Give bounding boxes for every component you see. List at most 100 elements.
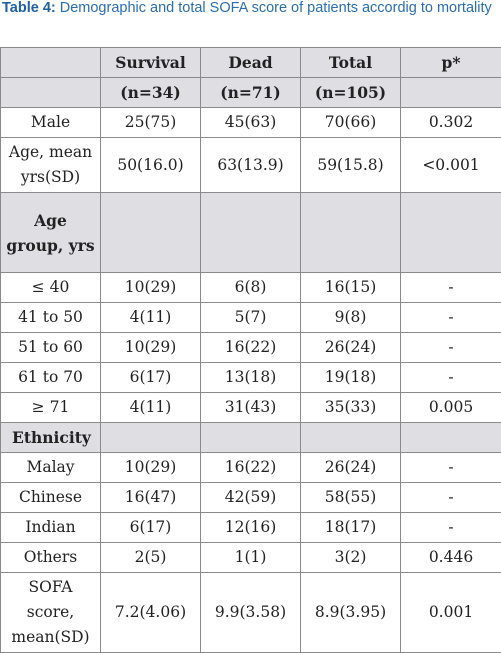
dead-cell: 45(63) <box>200 107 301 138</box>
p-cell: 0.005 <box>400 392 501 423</box>
header-n-survival: (n=34) <box>100 77 201 108</box>
header-total: Total <box>300 47 401 78</box>
empty-cell <box>300 422 401 453</box>
dead-cell: 13(18) <box>200 362 301 393</box>
section-row-ethnicity: Ethnicity <box>0 422 501 453</box>
empty-cell <box>400 192 501 273</box>
table-row: Age, mean yrs(SD) 50(16.0) 63(13.9) 59(1… <box>0 137 501 193</box>
table-row: Chinese 16(47) 42(59) 58(55) - <box>0 482 501 513</box>
table-caption: Table 4: Demographic and total SOFA scor… <box>2 0 501 17</box>
table-label: Table 4: <box>2 0 56 16</box>
total-cell: 3(2) <box>300 542 401 573</box>
total-cell: 70(66) <box>300 107 401 138</box>
header-survival: Survival <box>100 47 201 78</box>
survival-cell: 4(11) <box>100 302 201 333</box>
dead-cell: 31(43) <box>200 392 301 423</box>
header-n-dead: (n=71) <box>200 77 301 108</box>
table-row: 51 to 60 10(29) 16(22) 26(24) - <box>0 332 501 363</box>
p-cell: - <box>400 452 501 483</box>
total-cell: 16(15) <box>300 272 401 303</box>
total-cell: 18(17) <box>300 512 401 543</box>
p-cell: 0.001 <box>400 572 501 653</box>
p-cell: <0.001 <box>400 137 501 193</box>
survival-cell: 10(29) <box>100 332 201 363</box>
row-label: 41 to 50 <box>0 302 101 333</box>
dead-cell: 1(1) <box>200 542 301 573</box>
survival-cell: 6(17) <box>100 362 201 393</box>
header-dead: Dead <box>200 47 301 78</box>
p-cell: 0.446 <box>400 542 501 573</box>
table-row: 61 to 70 6(17) 13(18) 19(18) - <box>0 362 501 393</box>
table-row: Malay 10(29) 16(22) 26(24) - <box>0 452 501 483</box>
table-row: Others 2(5) 1(1) 3(2) 0.446 <box>0 542 501 573</box>
table-row: ≥ 71 4(11) 31(43) 35(33) 0.005 <box>0 392 501 423</box>
empty-cell <box>200 422 301 453</box>
survival-cell: 10(29) <box>100 272 201 303</box>
header-n-corner-cell <box>0 77 101 108</box>
row-label: Male <box>0 107 101 138</box>
table-row: ≤ 40 10(29) 6(8) 16(15) - <box>0 272 501 303</box>
header-row: Survival Dead Total p* <box>0 47 501 78</box>
dead-cell: 9.9(3.58) <box>200 572 301 653</box>
table-row: 41 to 50 4(11) 5(7) 9(8) - <box>0 302 501 333</box>
header-p: p* <box>400 47 501 78</box>
section-row-age-group: Age group, yrs <box>0 192 501 273</box>
p-cell: - <box>400 332 501 363</box>
survival-cell: 10(29) <box>100 452 201 483</box>
p-cell: - <box>400 362 501 393</box>
row-label: Indian <box>0 512 101 543</box>
p-cell: 0.302 <box>400 107 501 138</box>
dead-cell: 63(13.9) <box>200 137 301 193</box>
empty-cell <box>100 422 201 453</box>
sofa-mortality-table: Survival Dead Total p* (n=34) (n=71) (n=… <box>0 47 501 653</box>
section-label: Ethnicity <box>0 422 101 453</box>
header-n-p-cell <box>400 77 501 108</box>
p-cell: - <box>400 272 501 303</box>
total-cell: 58(55) <box>300 482 401 513</box>
row-label: Chinese <box>0 482 101 513</box>
row-label: SOFA score, mean(SD) <box>0 572 101 653</box>
survival-cell: 7.2(4.06) <box>100 572 201 653</box>
row-label: ≤ 40 <box>0 272 101 303</box>
row-label: Others <box>0 542 101 573</box>
total-cell: 59(15.8) <box>300 137 401 193</box>
survival-cell: 25(75) <box>100 107 201 138</box>
section-label: Age group, yrs <box>0 192 101 273</box>
header-n-row: (n=34) (n=71) (n=105) <box>0 77 501 108</box>
row-label: ≥ 71 <box>0 392 101 423</box>
dead-cell: 42(59) <box>200 482 301 513</box>
survival-cell: 6(17) <box>100 512 201 543</box>
p-cell: - <box>400 482 501 513</box>
dead-cell: 16(22) <box>200 332 301 363</box>
p-cell: - <box>400 302 501 333</box>
header-corner-cell <box>0 47 101 78</box>
table-row: SOFA score, mean(SD) 7.2(4.06) 9.9(3.58)… <box>0 572 501 653</box>
row-label: 61 to 70 <box>0 362 101 393</box>
total-cell: 26(24) <box>300 332 401 363</box>
total-cell: 8.9(3.95) <box>300 572 401 653</box>
dead-cell: 6(8) <box>200 272 301 303</box>
total-cell: 26(24) <box>300 452 401 483</box>
dead-cell: 5(7) <box>200 302 301 333</box>
empty-cell <box>400 422 501 453</box>
survival-cell: 4(11) <box>100 392 201 423</box>
table-title: Demographic and total SOFA score of pati… <box>55 0 492 16</box>
row-label: 51 to 60 <box>0 332 101 363</box>
survival-cell: 16(47) <box>100 482 201 513</box>
row-label: Malay <box>0 452 101 483</box>
total-cell: 35(33) <box>300 392 401 423</box>
empty-cell <box>300 192 401 273</box>
total-cell: 19(18) <box>300 362 401 393</box>
p-cell: - <box>400 512 501 543</box>
total-cell: 9(8) <box>300 302 401 333</box>
survival-cell: 50(16.0) <box>100 137 201 193</box>
empty-cell <box>100 192 201 273</box>
survival-cell: 2(5) <box>100 542 201 573</box>
table-row: Indian 6(17) 12(16) 18(17) - <box>0 512 501 543</box>
dead-cell: 12(16) <box>200 512 301 543</box>
dead-cell: 16(22) <box>200 452 301 483</box>
empty-cell <box>200 192 301 273</box>
table-row: Male 25(75) 45(63) 70(66) 0.302 <box>0 107 501 138</box>
header-n-total: (n=105) <box>300 77 401 108</box>
row-label: Age, mean yrs(SD) <box>0 137 101 193</box>
